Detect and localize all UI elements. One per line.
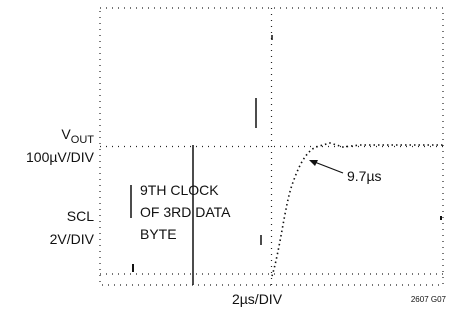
vout-scale: 100µV/DIV [26, 149, 95, 165]
scl-label: SCL [67, 208, 94, 224]
chart: VOUT 100µV/DIV SCL 2V/DIV 9TH CLOCK OF 3… [0, 0, 451, 315]
vout-label: VOUT [61, 126, 94, 146]
vout-label-subscript: OUT [71, 134, 95, 146]
scl-scale: 2V/DIV [50, 231, 95, 247]
figure-id: 2607 G07 [411, 295, 447, 304]
vout-trace [272, 143, 443, 276]
annotation: 9TH CLOCK [140, 182, 219, 198]
annotation: OF 3RD DATA [140, 204, 231, 220]
annotation: 9.7µs [347, 168, 382, 184]
annotation-arrow [312, 161, 343, 173]
x-axis-label: 2µs/DIV [232, 291, 283, 307]
annotation: BYTE [140, 226, 177, 242]
